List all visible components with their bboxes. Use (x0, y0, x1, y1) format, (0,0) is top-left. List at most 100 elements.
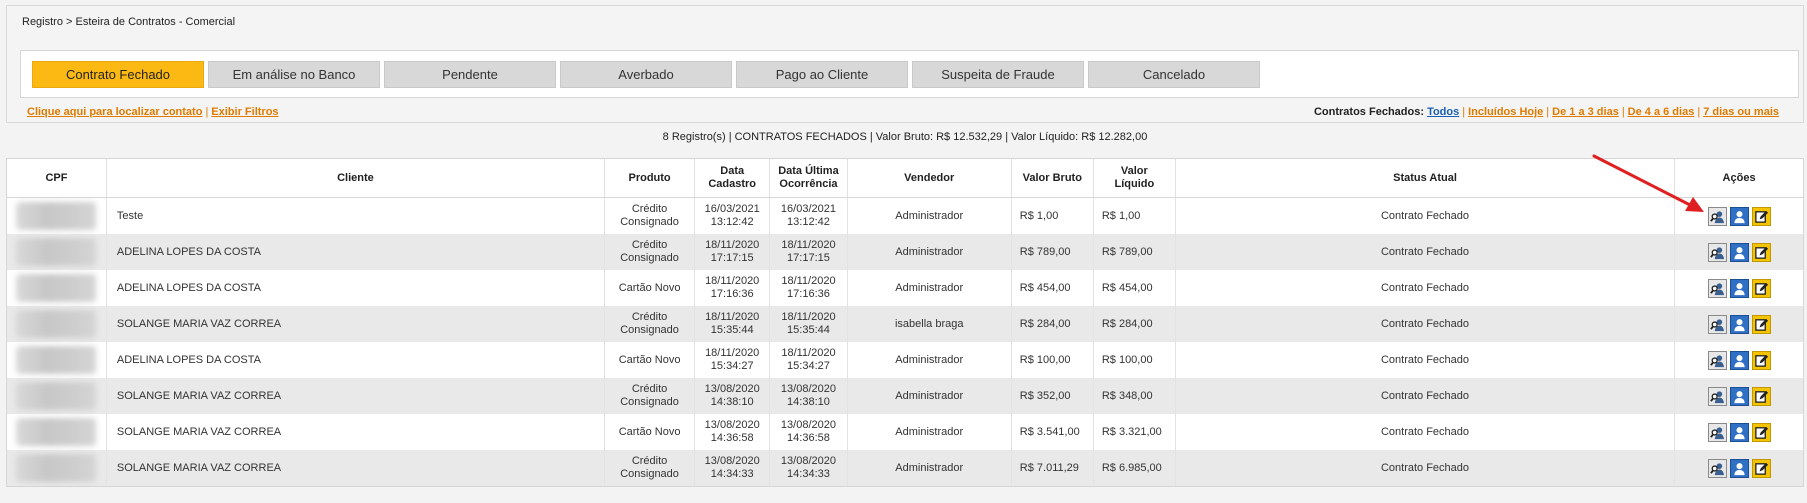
search-user-icon[interactable] (1707, 458, 1727, 478)
filter-1-3-dias-link[interactable]: De 1 a 3 dias (1552, 106, 1619, 118)
data-cadastro-date: 16/03/2021 (704, 203, 760, 215)
data-ultima-time: 17:17:15 (787, 252, 830, 264)
edit-icon[interactable] (1751, 422, 1771, 442)
filter-todos-link[interactable]: Todos (1427, 106, 1460, 118)
table-row[interactable]: ADELINA LOPES DA COSTA Crédito Consignado 1… (7, 234, 1803, 270)
status-tab-em-analise-no-banco[interactable]: Em análise no Banco (208, 61, 380, 88)
header-valor-bruto[interactable]: Valor Bruto (1011, 159, 1094, 198)
cell-produto: Crédito Consignado (604, 306, 696, 342)
status-filter-box: Contrato Fechado Em análise no Banco Pende… (20, 50, 1799, 98)
data-ultima-date: 13/08/2020 (780, 455, 836, 467)
cell-cliente: SOLANGE MARIA VAZ CORREA (106, 306, 606, 342)
cell-data-cadastro: 13/08/2020 14:38:10 (694, 378, 771, 414)
cell-produto: Crédito Consignado (604, 378, 696, 414)
filter-incluidos-hoje-link[interactable]: Incluídos Hoje (1468, 106, 1544, 118)
cell-produto: Crédito Consignado (604, 450, 696, 486)
data-ultima-date: 18/11/2020 (781, 239, 836, 251)
status-tab-averbado[interactable]: Averbado (560, 61, 732, 88)
user-profile-icon[interactable] (1729, 314, 1749, 334)
status-tab-pago-ao-cliente[interactable]: Pago ao Cliente (736, 61, 908, 88)
cell-data-ultima: 13/08/2020 14:36:58 (769, 414, 848, 450)
cpf-redacted (16, 346, 97, 374)
filter-7-dias-link[interactable]: 7 dias ou mais (1703, 106, 1779, 118)
cell-cpf (7, 197, 107, 234)
row-actions (1679, 458, 1799, 478)
row-actions (1679, 314, 1799, 334)
produto-line1: Crédito (631, 311, 668, 323)
cell-acoes (1674, 378, 1803, 414)
table-header-row: CPF Cliente Produto Data Cadastro Data Úl… (7, 159, 1803, 198)
edit-icon[interactable] (1751, 278, 1771, 298)
edit-icon[interactable] (1751, 458, 1771, 478)
cell-valor-bruto: R$ 7.011,29 (1011, 450, 1094, 486)
search-user-icon[interactable] (1707, 206, 1727, 226)
header-data-cadastro[interactable]: Data Cadastro (694, 159, 771, 198)
header-cpf[interactable]: CPF (7, 159, 107, 198)
show-filters-link[interactable]: Exibir Filtros (211, 106, 279, 118)
cell-valor-bruto: R$ 1,00 (1011, 197, 1094, 234)
filter-label: Contratos Fechados: (1313, 106, 1424, 118)
row-actions (1679, 350, 1799, 370)
cpf-redacted (16, 310, 97, 338)
header-valor-liquido[interactable]: Valor Líquido (1093, 159, 1176, 198)
cell-valor-liquido: R$ 454,00 (1093, 270, 1176, 306)
edit-icon[interactable] (1751, 350, 1771, 370)
closed-contracts-filter: Contratos Fechados: Todos | Incluídos Hoje… (1314, 106, 1779, 118)
table-row[interactable]: SOLANGE MARIA VAZ CORREA Crédito Consignad… (7, 378, 1803, 414)
table-row[interactable]: SOLANGE MARIA VAZ CORREA Crédito Consignad… (7, 450, 1803, 486)
cell-vendedor: Administrador (847, 270, 1012, 306)
data-cadastro-time: 14:34:33 (710, 468, 754, 480)
search-user-icon[interactable] (1707, 350, 1727, 370)
search-user-icon[interactable] (1707, 386, 1727, 406)
status-tab-pendente[interactable]: Pendente (384, 61, 556, 88)
header-vendedor[interactable]: Vendedor (847, 159, 1012, 198)
user-profile-icon[interactable] (1729, 350, 1749, 370)
search-user-icon[interactable] (1707, 422, 1727, 442)
cell-valor-liquido: R$ 100,00 (1093, 342, 1176, 378)
user-profile-icon[interactable] (1729, 206, 1749, 226)
header-data-ultima-ocorrencia[interactable]: Data Última Ocorrência (769, 159, 848, 198)
user-profile-icon[interactable] (1729, 242, 1749, 262)
cell-data-ultima: 18/11/2020 15:34:27 (769, 342, 848, 378)
cell-acoes (1674, 450, 1803, 486)
table-row[interactable]: ADELINA LOPES DA COSTA Cartão Novo 18/11/2… (7, 270, 1803, 306)
cell-data-cadastro: 13/08/2020 14:34:33 (694, 450, 771, 486)
table-row[interactable]: SOLANGE MARIA VAZ CORREA Cartão Novo 13/08… (7, 414, 1803, 450)
user-profile-icon[interactable] (1729, 278, 1749, 298)
table-row[interactable]: ADELINA LOPES DA COSTA Cartão Novo 18/11/2… (7, 342, 1803, 378)
cell-status: Contrato Fechado (1175, 197, 1676, 234)
cell-valor-liquido: R$ 284,00 (1093, 306, 1176, 342)
row-actions (1679, 242, 1799, 262)
header-status-atual[interactable]: Status Atual (1175, 159, 1676, 198)
header-cliente[interactable]: Cliente (106, 159, 606, 198)
header-produto[interactable]: Produto (604, 159, 696, 198)
edit-icon[interactable] (1751, 242, 1771, 262)
table-row[interactable]: Teste Crédito Consignado 16/03/2021 13:12:42… (7, 197, 1803, 234)
locate-contact-link[interactable]: Clique aqui para localizar contato (27, 106, 203, 118)
search-user-icon[interactable] (1707, 314, 1727, 334)
edit-icon[interactable] (1751, 314, 1771, 334)
user-profile-icon[interactable] (1729, 422, 1749, 442)
edit-icon[interactable] (1751, 386, 1771, 406)
cell-cliente: SOLANGE MARIA VAZ CORREA (106, 450, 606, 486)
cell-cpf (7, 342, 107, 378)
user-profile-icon[interactable] (1729, 458, 1749, 478)
status-tab-contrato-fechado[interactable]: Contrato Fechado (32, 61, 204, 88)
user-profile-icon[interactable] (1729, 386, 1749, 406)
search-user-icon[interactable] (1707, 278, 1727, 298)
status-tabs: Contrato Fechado Em análise no Banco Pende… (32, 61, 1264, 88)
cell-status: Contrato Fechado (1175, 234, 1676, 270)
status-tab-suspeita-de-fraude[interactable]: Suspeita de Fraude (912, 61, 1084, 88)
data-cadastro-date: 18/11/2020 (705, 311, 760, 323)
cell-vendedor: Administrador (847, 414, 1012, 450)
data-cadastro-date: 13/08/2020 (704, 383, 760, 395)
search-user-icon[interactable] (1707, 242, 1727, 262)
data-cadastro-time: 15:34:27 (710, 360, 754, 372)
status-tab-cancelado[interactable]: Cancelado (1088, 61, 1260, 88)
data-cadastro-date: 18/11/2020 (705, 275, 760, 287)
cell-cliente: SOLANGE MARIA VAZ CORREA (106, 378, 606, 414)
data-cadastro-time: 15:35:44 (710, 324, 754, 336)
filter-4-6-dias-link[interactable]: De 4 a 6 dias (1627, 106, 1695, 118)
edit-icon[interactable] (1751, 206, 1771, 226)
table-row[interactable]: SOLANGE MARIA VAZ CORREA Crédito Consignad… (7, 306, 1803, 342)
